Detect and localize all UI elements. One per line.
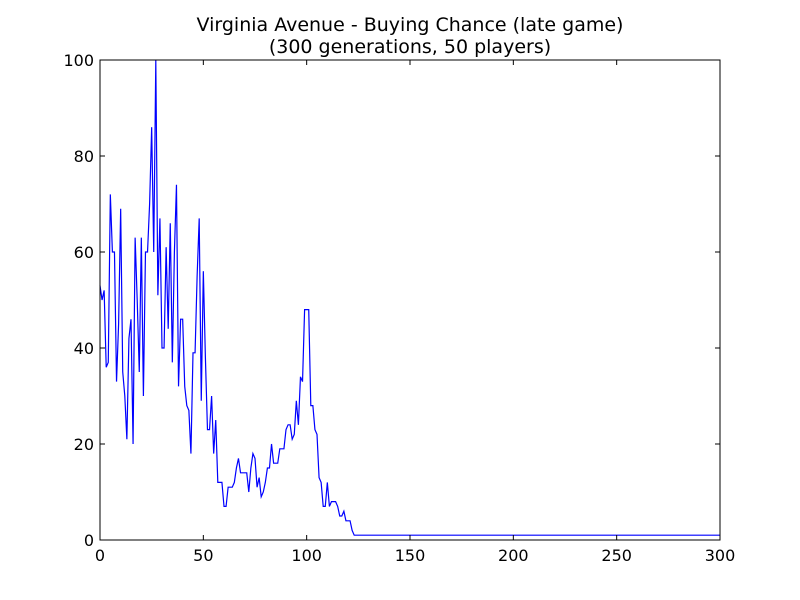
x-tick-label: 50 bbox=[193, 546, 213, 565]
y-tick-label: 80 bbox=[74, 147, 94, 166]
chart-title: Virginia Avenue - Buying Chance (late ga… bbox=[197, 14, 624, 36]
series-line-0 bbox=[99, 59, 720, 536]
x-tick-label: 200 bbox=[498, 546, 529, 565]
x-tick-label: 150 bbox=[395, 546, 426, 565]
x-tick-label: 0 bbox=[95, 546, 105, 565]
plot-area: 0 50 100 150 200 250 300 0 20 40 60 80 100 bbox=[63, 51, 735, 565]
x-tick-label: 100 bbox=[291, 546, 322, 565]
y-tick-label: 0 bbox=[84, 531, 94, 550]
y-tick-label: 100 bbox=[63, 51, 94, 70]
chart-subtitle: (300 generations, 50 players) bbox=[269, 36, 551, 58]
x-tick-label: 250 bbox=[601, 546, 632, 565]
x-tick-label: 300 bbox=[705, 546, 736, 565]
y-tick-label: 40 bbox=[74, 339, 94, 358]
y-tick-label: 20 bbox=[74, 435, 94, 454]
y-tick-label: 60 bbox=[74, 243, 94, 262]
